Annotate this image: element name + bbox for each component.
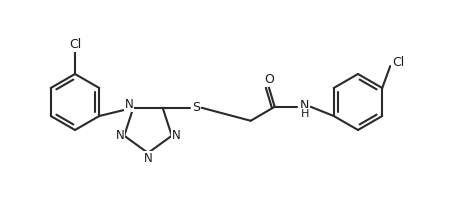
Text: N: N: [300, 99, 309, 112]
Text: N: N: [171, 129, 180, 142]
Text: N: N: [125, 98, 133, 111]
Text: Cl: Cl: [392, 56, 405, 70]
Text: S: S: [192, 101, 200, 114]
Text: N: N: [116, 129, 124, 142]
Text: H: H: [300, 109, 309, 119]
Text: N: N: [143, 151, 152, 164]
Text: O: O: [264, 73, 274, 86]
Text: Cl: Cl: [69, 38, 81, 51]
